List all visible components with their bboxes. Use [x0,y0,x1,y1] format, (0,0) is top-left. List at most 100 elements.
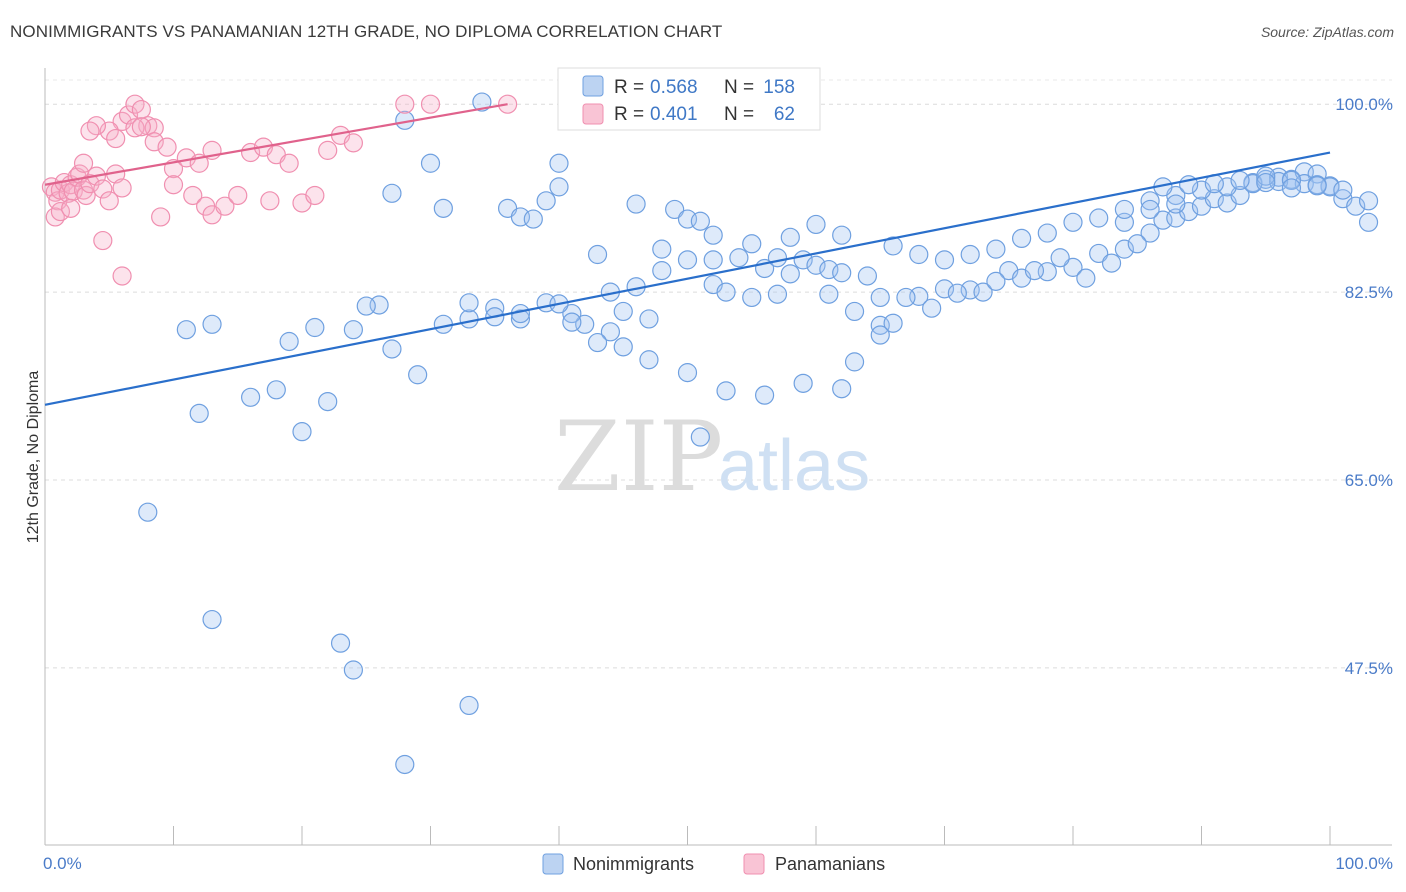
point-nonimmigrants [729,248,749,268]
point-nonimmigrants [767,284,788,304]
point-panamanians [279,153,299,173]
series-label-panamanians: Panamanians [775,854,885,874]
watermark: ZIP atlas [554,401,870,513]
chart-title: NONIMMIGRANTS VS PANAMANIAN 12TH GRADE, … [10,22,723,41]
point-nonimmigrants [587,332,608,353]
point-nonimmigrants [690,427,710,447]
point-nonimmigrants [395,754,415,775]
point-nonimmigrants [1127,234,1147,254]
point-nonimmigrants [330,633,351,653]
point-nonimmigrants [870,287,890,308]
point-nonimmigrants [934,250,955,270]
series-swatch-nonimmigrants [542,853,564,875]
point-panamanians [93,179,113,199]
point-nonimmigrants [909,244,929,265]
point-panamanians [61,198,81,218]
point-panamanians [215,196,235,216]
point-nonimmigrants [510,309,531,329]
legend-swatch-pink [582,103,604,125]
point-nonimmigrants [459,293,479,313]
point-nonimmigrants [947,283,967,303]
point-nonimmigrants [600,322,621,342]
point-nonimmigrants [883,236,903,256]
point-nonimmigrants [703,250,723,270]
series-label-nonimmigrants: Nonimmigrants [573,854,694,874]
point-nonimmigrants [1089,243,1109,264]
point-panamanians [395,94,415,114]
point-panamanians [305,185,325,206]
point-nonimmigrants [1063,212,1083,232]
point-panamanians [73,153,94,173]
point-panamanians [86,116,107,136]
y-tick-label: 100.0% [1335,95,1393,114]
point-nonimmigrants [382,339,402,359]
point-nonimmigrants [857,266,878,286]
point-nonimmigrants [690,211,710,231]
trend-line-nonimmigrants [44,151,1331,406]
point-nonimmigrants [1063,257,1083,277]
point-nonimmigrants [613,337,633,357]
point-panamanians [131,117,151,137]
x-tick-labels: 0.0% 100.0% [43,854,1393,873]
point-nonimmigrants [472,92,492,112]
point-nonimmigrants [832,379,852,399]
point-nonimmigrants [138,502,158,522]
point-nonimmigrants [562,312,582,332]
point-nonimmigrants [677,363,698,383]
point-panamanians [80,121,100,141]
point-nonimmigrants [973,282,993,302]
point-nonimmigrants [639,350,659,370]
point-panamanians [50,201,71,222]
point-nonimmigrants [1011,228,1032,249]
point-panamanians [183,185,203,206]
legend-n-label: N = [724,77,754,98]
point-nonimmigrants [806,214,826,235]
point-nonimmigrants [1333,180,1353,200]
point-nonimmigrants [1140,199,1160,220]
point-nonimmigrants [793,373,813,393]
legend-r-value-2: 0.401 [650,104,698,125]
point-nonimmigrants [613,301,633,322]
point-nonimmigrants [934,279,955,299]
point-nonimmigrants [1076,268,1096,288]
point-nonimmigrants [1089,208,1109,228]
point-nonimmigrants [343,320,363,340]
point-panamanians [112,266,132,286]
point-nonimmigrants [1346,196,1366,216]
point-panamanians [420,94,441,114]
point-nonimmigrants [1230,170,1250,191]
point-nonimmigrants [652,261,672,281]
point-panamanians [131,99,151,120]
point-nonimmigrants [986,239,1006,259]
point-panamanians [45,207,65,227]
y-axis-label: 12th Grade, No Diploma [25,371,42,544]
point-nonimmigrants [922,298,942,318]
point-nonimmigrants [279,331,299,352]
legend-swatch-blue [582,75,604,97]
point-nonimmigrants [176,320,196,340]
point-nonimmigrants [459,309,479,329]
point-nonimmigrants [292,422,312,442]
x-tick-label: 0.0% [43,854,82,873]
point-panamanians [106,128,126,149]
point-nonimmigrants [1358,212,1379,232]
point-nonimmigrants [408,365,428,385]
point-panamanians [260,191,280,211]
point-nonimmigrants [356,296,376,316]
point-panamanians [125,94,145,114]
point-nonimmigrants [549,177,569,197]
point-nonimmigrants [343,660,363,680]
point-nonimmigrants [716,282,736,302]
point-nonimmigrants [420,153,441,173]
point-nonimmigrants [652,239,672,259]
point-nonimmigrants [716,381,736,401]
point-panamanians [99,121,119,141]
point-panamanians [157,137,177,157]
point-nonimmigrants [844,301,865,322]
point-nonimmigrants [832,263,852,283]
point-panamanians [151,207,171,227]
point-nonimmigrants [844,352,865,372]
legend-n-value-1: 158 [763,77,795,98]
point-nonimmigrants [767,248,788,268]
point-nonimmigrants [754,385,775,405]
